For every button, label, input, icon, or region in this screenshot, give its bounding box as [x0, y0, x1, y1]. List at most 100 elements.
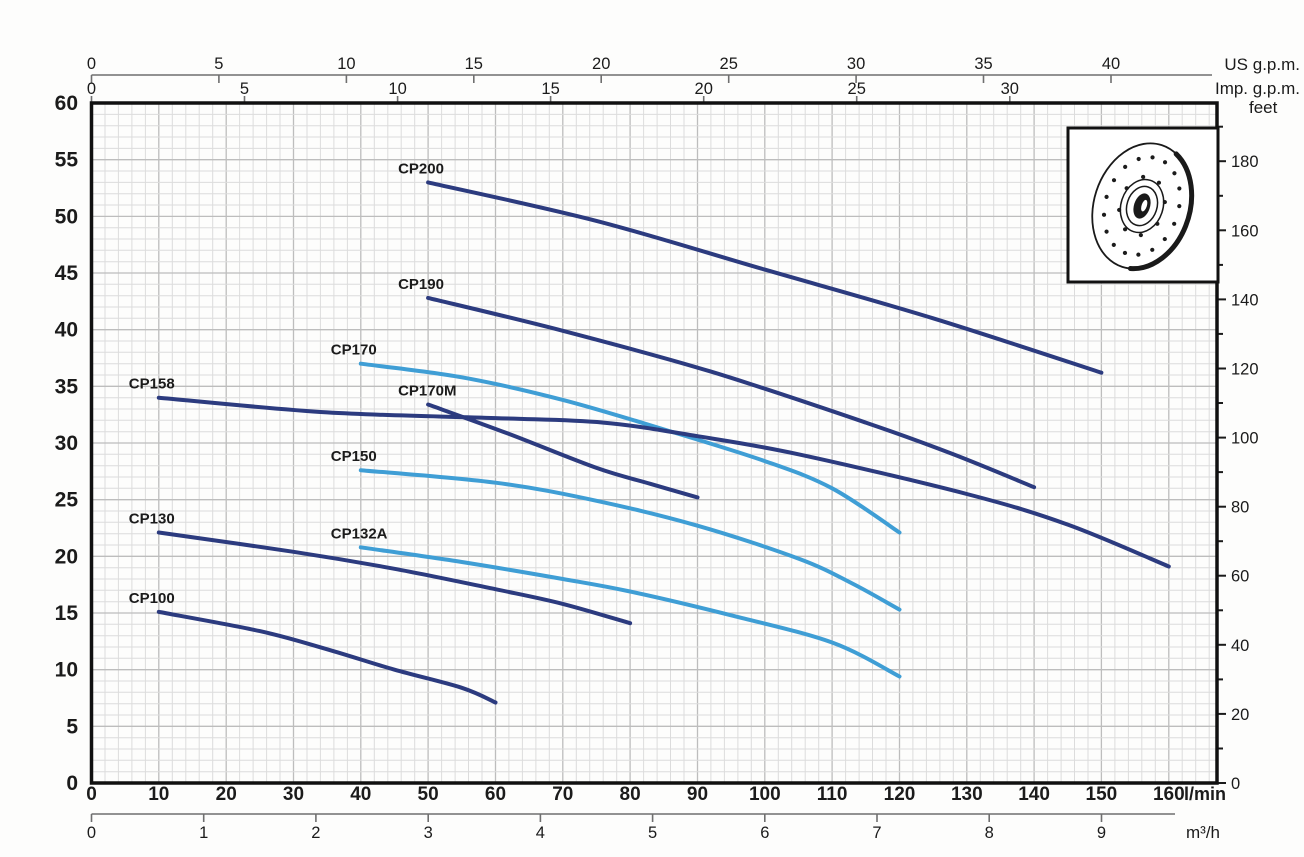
us-gpm-tick-label: 15	[465, 55, 483, 73]
curve-CP200	[426, 180, 1104, 375]
curve-CP170	[358, 361, 902, 535]
imp-gpm-axis-label: Imp. g.p.m.	[1215, 79, 1300, 98]
imp-gpm-tick-label: 15	[541, 80, 559, 98]
curve-label-CP200: CP200	[398, 160, 444, 177]
curve-label-CP132A: CP132A	[331, 525, 388, 542]
lmin-tick-label: 160	[1153, 784, 1185, 805]
lmin-tick-label: 90	[687, 784, 708, 805]
m3h-tick-label: 4	[536, 824, 545, 842]
impeller-hole	[1172, 171, 1177, 176]
impeller-hole	[1141, 174, 1146, 180]
lmin-tick-label: 60	[485, 784, 506, 805]
impeller-hole	[1162, 160, 1168, 165]
curve-label-CP158: CP158	[129, 376, 175, 393]
curve-CP170M	[426, 402, 700, 500]
m3h-tick-label: 5	[648, 824, 657, 842]
impeller-hole	[1104, 229, 1109, 234]
curve-label-CP130: CP130	[129, 511, 175, 528]
m3h-tick-label: 0	[87, 824, 96, 842]
us-gpm-tick-label: 25	[720, 55, 738, 73]
m3h-tick-label: 9	[1097, 824, 1106, 842]
lmin-tick-label: 30	[283, 784, 304, 805]
impeller-hole	[1177, 204, 1182, 209]
curve-CP190	[426, 295, 1037, 490]
impeller-inset	[1066, 126, 1220, 284]
impeller-hole	[1155, 221, 1160, 226]
curve-CP150	[358, 468, 902, 612]
m3h-tick-label: 1	[199, 824, 208, 842]
chart-generated-content: 0 5 10 15 20 25 30 35 400 5 10 15 20 25 30051015202530…	[55, 55, 1259, 842]
curve-label-CP150: CP150	[331, 448, 377, 465]
impeller-rim	[1127, 151, 1195, 272]
curve-label-CP170M: CP170M	[398, 383, 456, 400]
us-gpm-tick-label: 20	[592, 55, 610, 73]
curve-label-CP100: CP100	[129, 590, 175, 607]
impeller-drawing	[1091, 142, 1195, 272]
lmin-tick-label: 40	[350, 784, 371, 805]
head-m-tick-label: 5	[66, 715, 78, 738]
curve-CP130	[156, 530, 633, 626]
imp-gpm-tick-label: 20	[695, 80, 713, 98]
impeller-hole	[1123, 164, 1128, 169]
us-gpm-tick-label: 5	[214, 55, 223, 73]
impeller-hole	[1150, 155, 1155, 160]
imp-gpm-tick-label: 5	[240, 80, 249, 98]
feet-tick-label: 60	[1231, 568, 1249, 586]
head-m-tick-label: 15	[55, 602, 79, 625]
impeller-hole	[1177, 186, 1182, 191]
us-gpm-tick-label: 10	[337, 55, 355, 73]
us-gpm-tick-label: 40	[1102, 55, 1120, 73]
impeller-hole	[1172, 221, 1177, 226]
us-gpm-tick-label: 30	[847, 55, 865, 73]
feet-tick-label: 40	[1231, 637, 1249, 655]
impeller-hole	[1162, 236, 1167, 242]
curve-label-CP170: CP170	[331, 342, 377, 359]
lmin-tick-label: 50	[418, 784, 439, 805]
impeller-hole	[1124, 186, 1129, 191]
head-m-tick-label: 25	[55, 489, 79, 512]
impeller-hole	[1122, 227, 1128, 232]
curve-label-CP190: CP190	[398, 276, 444, 293]
head-m-tick-label: 10	[55, 659, 78, 682]
feet-tick-label: 20	[1231, 706, 1249, 724]
imp-gpm-tick-label: 25	[848, 80, 866, 98]
lmin-tick-label: 140	[1018, 784, 1050, 805]
impeller-hub-outer	[1119, 178, 1165, 234]
impeller-hole	[1136, 156, 1141, 162]
lmin-tick-label: 20	[216, 784, 237, 805]
us-gpm-tick-label: 35	[974, 55, 992, 73]
lmin-tick-label: 0	[86, 784, 97, 805]
impeller-hole	[1150, 247, 1155, 252]
m3h-tick-label: 7	[872, 824, 881, 842]
m3h-tick-label: 2	[311, 824, 320, 842]
lmin-tick-label: 10	[148, 784, 169, 805]
impeller-hole	[1162, 199, 1167, 205]
m3h-tick-label: 6	[760, 824, 769, 842]
head-m-tick-label: 0	[66, 772, 78, 795]
impeller-shaft-slit	[1141, 199, 1148, 212]
feet-axis-label: feet	[1249, 98, 1278, 117]
impeller-hole	[1136, 252, 1141, 257]
lmin-axis-label: l/min	[1184, 784, 1226, 804]
imp-gpm-tick-label: 0	[87, 80, 96, 98]
feet-tick-label: 180	[1231, 153, 1259, 171]
head-m-tick-label: 60	[55, 92, 78, 115]
plot-border	[89, 101, 1219, 785]
head-m-tick-label: 45	[55, 262, 79, 285]
m3h-tick-label: 8	[985, 824, 994, 842]
lmin-tick-label: 80	[620, 784, 641, 805]
head-m-tick-label: 20	[55, 545, 78, 568]
lmin-tick-label: 130	[951, 784, 983, 805]
impeller-hole	[1101, 212, 1107, 217]
feet-tick-label: 100	[1231, 430, 1259, 448]
impeller-hole	[1117, 207, 1122, 213]
m3h-tick-label: 3	[424, 824, 433, 842]
head-m-tick-label: 50	[55, 205, 78, 228]
us-gpm-axis-label: US g.p.m.	[1224, 55, 1300, 74]
lmin-tick-label: 100	[749, 784, 781, 805]
head-m-tick-label: 35	[55, 375, 79, 398]
impeller-hole	[1122, 250, 1128, 256]
lmin-tick-label: 120	[884, 784, 916, 805]
